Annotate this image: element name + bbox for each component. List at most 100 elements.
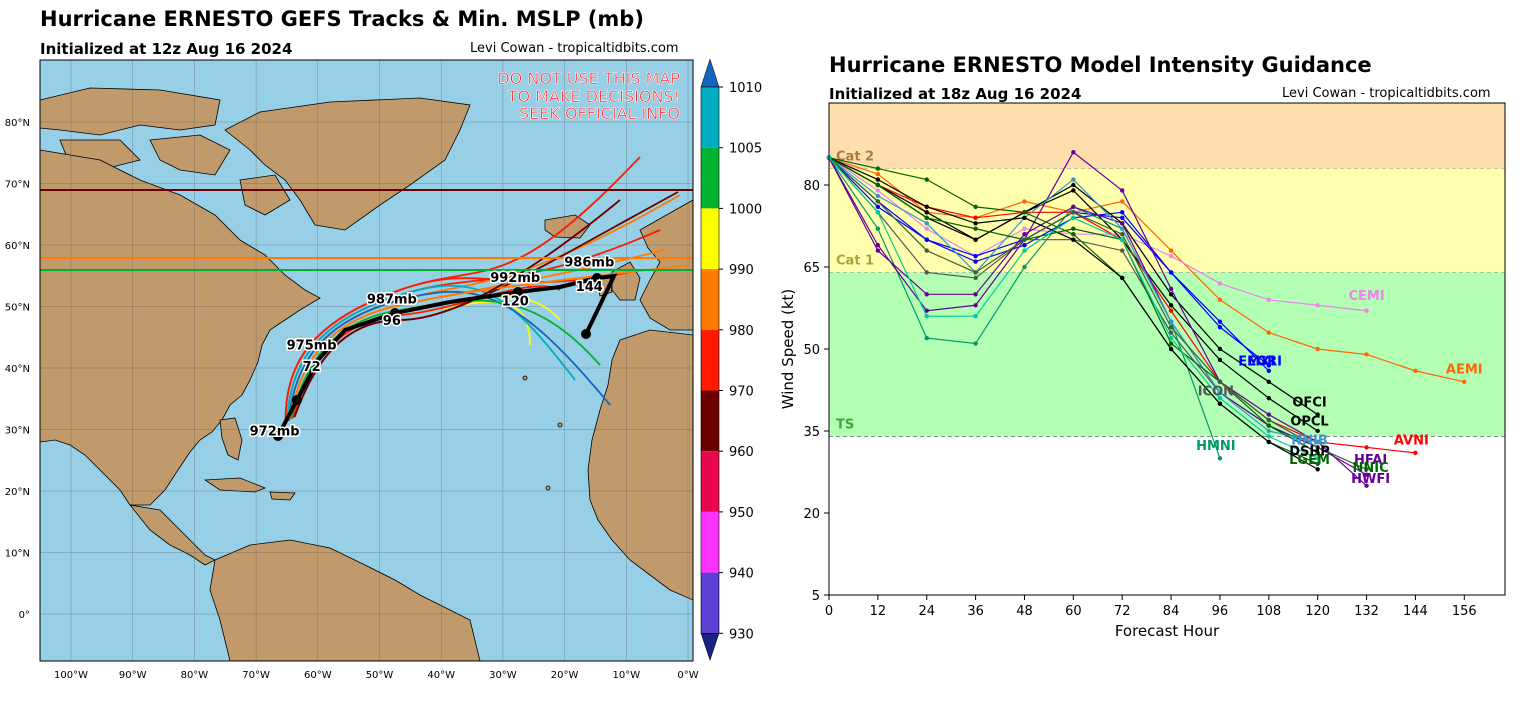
x-tick-label: 12 [870,604,887,619]
series-point-hmni [973,341,978,346]
series-point-cemi [924,226,929,231]
chart-subtitle: Initialized at 18z Aug 16 2024 [829,85,1082,103]
series-label-dshp: DSHP [1289,445,1330,460]
series-point-aemi [1462,379,1467,384]
band-cat-2 [829,103,1505,169]
series-point-cemi [875,188,881,193]
series-point-hfai [1120,221,1125,226]
series-point-ivcn [1217,379,1223,384]
lon-tick-label: 60°W [304,670,332,681]
colorbar-tick-label: 980 [729,324,754,339]
series-point-nnic [1168,341,1174,346]
ensemble-member-track [289,264,691,421]
mean-track-point [390,308,400,318]
series-point-opcl [1168,303,1174,308]
colorbar-tick-label: 1010 [729,81,762,96]
chart-axes: 0 12 24 36 48 60 72 84 96 108 120 132 144 156 5 20 35 50 6… [803,179,1476,619]
series-label-hfai: HFAI [1354,453,1387,468]
track-label: 120 [502,294,529,309]
series-label-cemi: CEMI [1348,289,1384,304]
series-point-hfai [973,292,978,297]
colorbar-segment [701,147,719,209]
series-label-opcl: OPCL [1290,415,1328,430]
series-point-hafs [875,210,881,215]
colorbar-tick-label: 950 [729,506,754,521]
series-point-egri [875,204,881,210]
series-label-aemi: AEMI [1446,363,1483,378]
series-point-dshp [875,177,881,182]
colorbar-segment [701,269,719,330]
ensemble-mean-track [273,273,618,441]
colorbar-tick-label: 940 [729,567,754,582]
series-point-hafs [1120,237,1125,242]
colorbar-segment [701,572,719,634]
series-point-ivcn [1120,232,1125,237]
lon-tick-label: 90°W [119,670,147,681]
map-title: Hurricane ERNESTO GEFS Tracks & Min. MSL… [40,7,644,31]
series-point-opcl [973,237,978,242]
y-tick-label: 65 [803,261,820,276]
series-point-hmni [1022,264,1027,270]
warning-line-1: DO NOT USE THIS MAP [497,69,680,88]
series-point-lgem [924,177,929,182]
x-tick-label: 108 [1256,604,1281,619]
lat-tick-label: 30°N [5,426,30,437]
series-point-nnib [875,193,881,199]
series-label-egri: EGRI [1248,354,1282,369]
band-label: Cat 1 [836,253,874,268]
x-tick-label: 120 [1305,604,1330,619]
series-point-aemi [1120,199,1125,204]
series-point-nnib [1120,226,1125,231]
series-point-cemi [1022,226,1027,231]
colorbar-extend-top [700,58,720,88]
lon-tick-label: 50°W [366,670,394,681]
series-point-ofci [1266,379,1272,384]
series-point-icon [1168,330,1174,335]
series-point-hfai [1022,232,1027,237]
series-point-avni [1168,308,1174,313]
series-point-hafs [1071,215,1076,220]
series-point-hfai [875,248,881,253]
series-point-emxi [924,237,929,242]
series-point-hfai [924,292,929,297]
series-point-hwfi [1266,412,1272,417]
series-label-hmni: HMNI [1196,439,1236,454]
track-label: 72 [303,360,321,375]
series-point-ivcn [1071,210,1076,215]
series-point-nnib [1315,439,1320,445]
series-point-ivcn [1168,324,1174,330]
map-frame [39,59,694,662]
series-label-icon: ICON [1198,384,1234,399]
colorbar-segment [701,208,719,270]
series-point-icon [1120,248,1125,253]
series-point-dshp [973,221,978,226]
warning-line-2: TO MAKE DECISIONS! [507,87,680,106]
colorbar-segment [701,390,719,452]
series-label-ofci: OFCI [1292,395,1326,410]
y-tick-label: 80 [803,179,820,194]
series-point-aemi [1413,368,1418,374]
series-point-hafs [973,314,978,319]
mean-track-labels: 972mb 975mb 72 987mb 96 992mb 120 986mb 144 [248,254,616,441]
series-point-avni [1364,445,1369,450]
lat-tick-label: 0° [19,610,30,621]
series-point-hmni [1217,456,1223,461]
x-axis-label: Forecast Hour [1115,622,1220,640]
lat-tick-label: 70°N [5,180,30,191]
band-label: TS [836,417,854,432]
series-point-egri [1266,363,1272,368]
map-axis-labels: 100°W 90°W 80°W 70°W 60°W 50°W 40°W 30°W 20°W 10°… [5,118,699,681]
series-point-nnib [1071,177,1076,182]
series-point-dshp [1168,346,1174,352]
series-point-egri [1022,242,1027,248]
track-map: 972mb 975mb 72 987mb 96 992mb 120 986mb 144 DO N… [5,58,762,681]
series-point-dshp [1266,439,1272,445]
x-tick-label: 48 [1016,604,1033,619]
series-point-nnic [1266,423,1272,428]
colorbar-tick-label: 970 [729,385,754,400]
series-point-lgem [973,204,978,210]
series-point-nnic [875,182,881,188]
series-point-emxi [973,253,978,259]
